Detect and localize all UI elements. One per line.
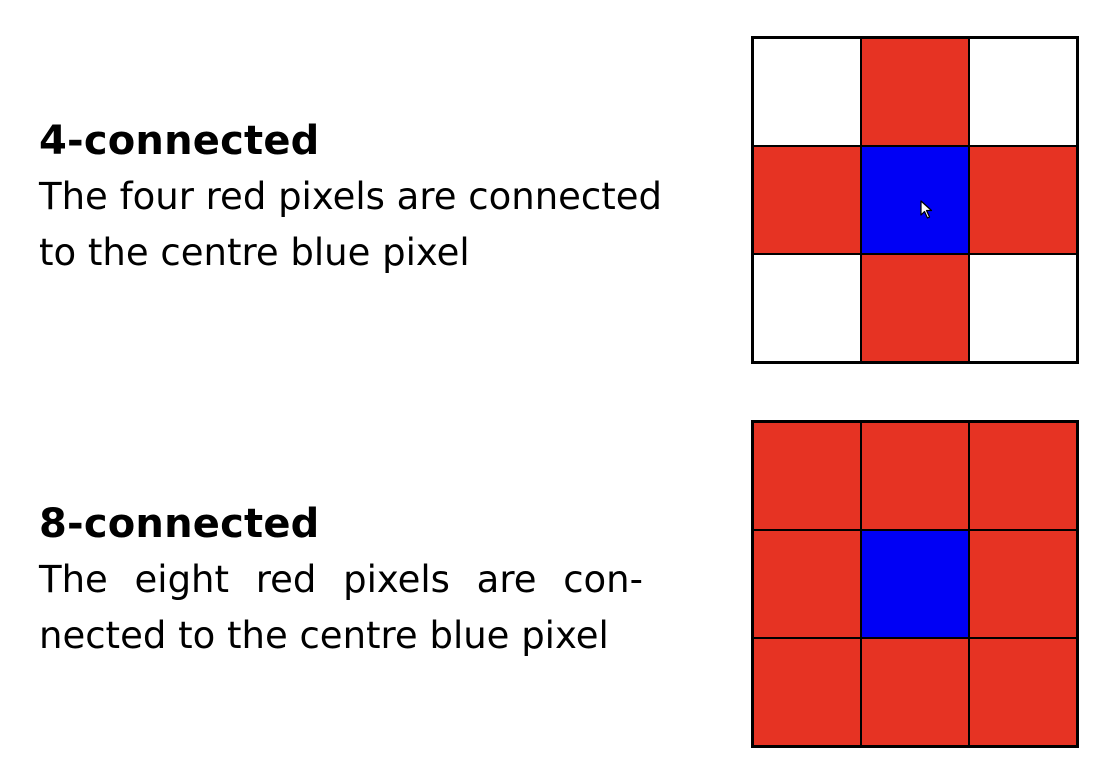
pixel-cell xyxy=(753,530,861,638)
centre-pixel-cell xyxy=(861,530,969,638)
eight-connected-description: The eight red pixels are con- nected to … xyxy=(39,552,649,664)
pixel-cell xyxy=(969,38,1077,146)
pixel-cell xyxy=(969,254,1077,362)
description-word: The xyxy=(39,558,108,601)
four-connected-section: 4-connected The four red pixels are conn… xyxy=(39,116,663,281)
pixel-cell xyxy=(753,254,861,362)
four-connected-description-line: The four red pixels are connected xyxy=(39,175,663,218)
eight-connected-description-line: The eight red pixels are con- xyxy=(39,552,643,608)
four-connected-description-line: to the centre blue pixel xyxy=(39,231,470,274)
description-word: eight xyxy=(134,558,230,601)
description-word: red xyxy=(255,558,317,601)
pixel-cell xyxy=(861,38,969,146)
mouse-pointer-icon xyxy=(920,200,933,219)
pixel-cell xyxy=(969,638,1077,746)
four-connected-description: The four red pixels are connected to the… xyxy=(39,169,663,281)
pixel-cell xyxy=(861,422,969,530)
eight-connected-description-line: nected to the centre blue pixel xyxy=(39,614,609,657)
centre-pixel-cell xyxy=(861,146,969,254)
eight-connected-grid xyxy=(751,420,1079,748)
pixel-cell xyxy=(969,530,1077,638)
description-word: pixels xyxy=(343,558,450,601)
four-connected-title: 4-connected xyxy=(39,118,320,164)
pixel-cell xyxy=(753,38,861,146)
pixel-cell xyxy=(753,638,861,746)
pixel-cell xyxy=(969,422,1077,530)
pixel-cell xyxy=(861,254,969,362)
description-word: are xyxy=(476,558,537,601)
eight-connected-section: 8-connected The eight red pixels are con… xyxy=(39,499,649,664)
pixel-cell xyxy=(969,146,1077,254)
pixel-cell xyxy=(861,638,969,746)
four-connected-grid xyxy=(751,36,1079,364)
description-word: con- xyxy=(563,558,643,601)
eight-connected-title: 8-connected xyxy=(39,501,320,547)
pixel-cell xyxy=(753,146,861,254)
pixel-cell xyxy=(753,422,861,530)
